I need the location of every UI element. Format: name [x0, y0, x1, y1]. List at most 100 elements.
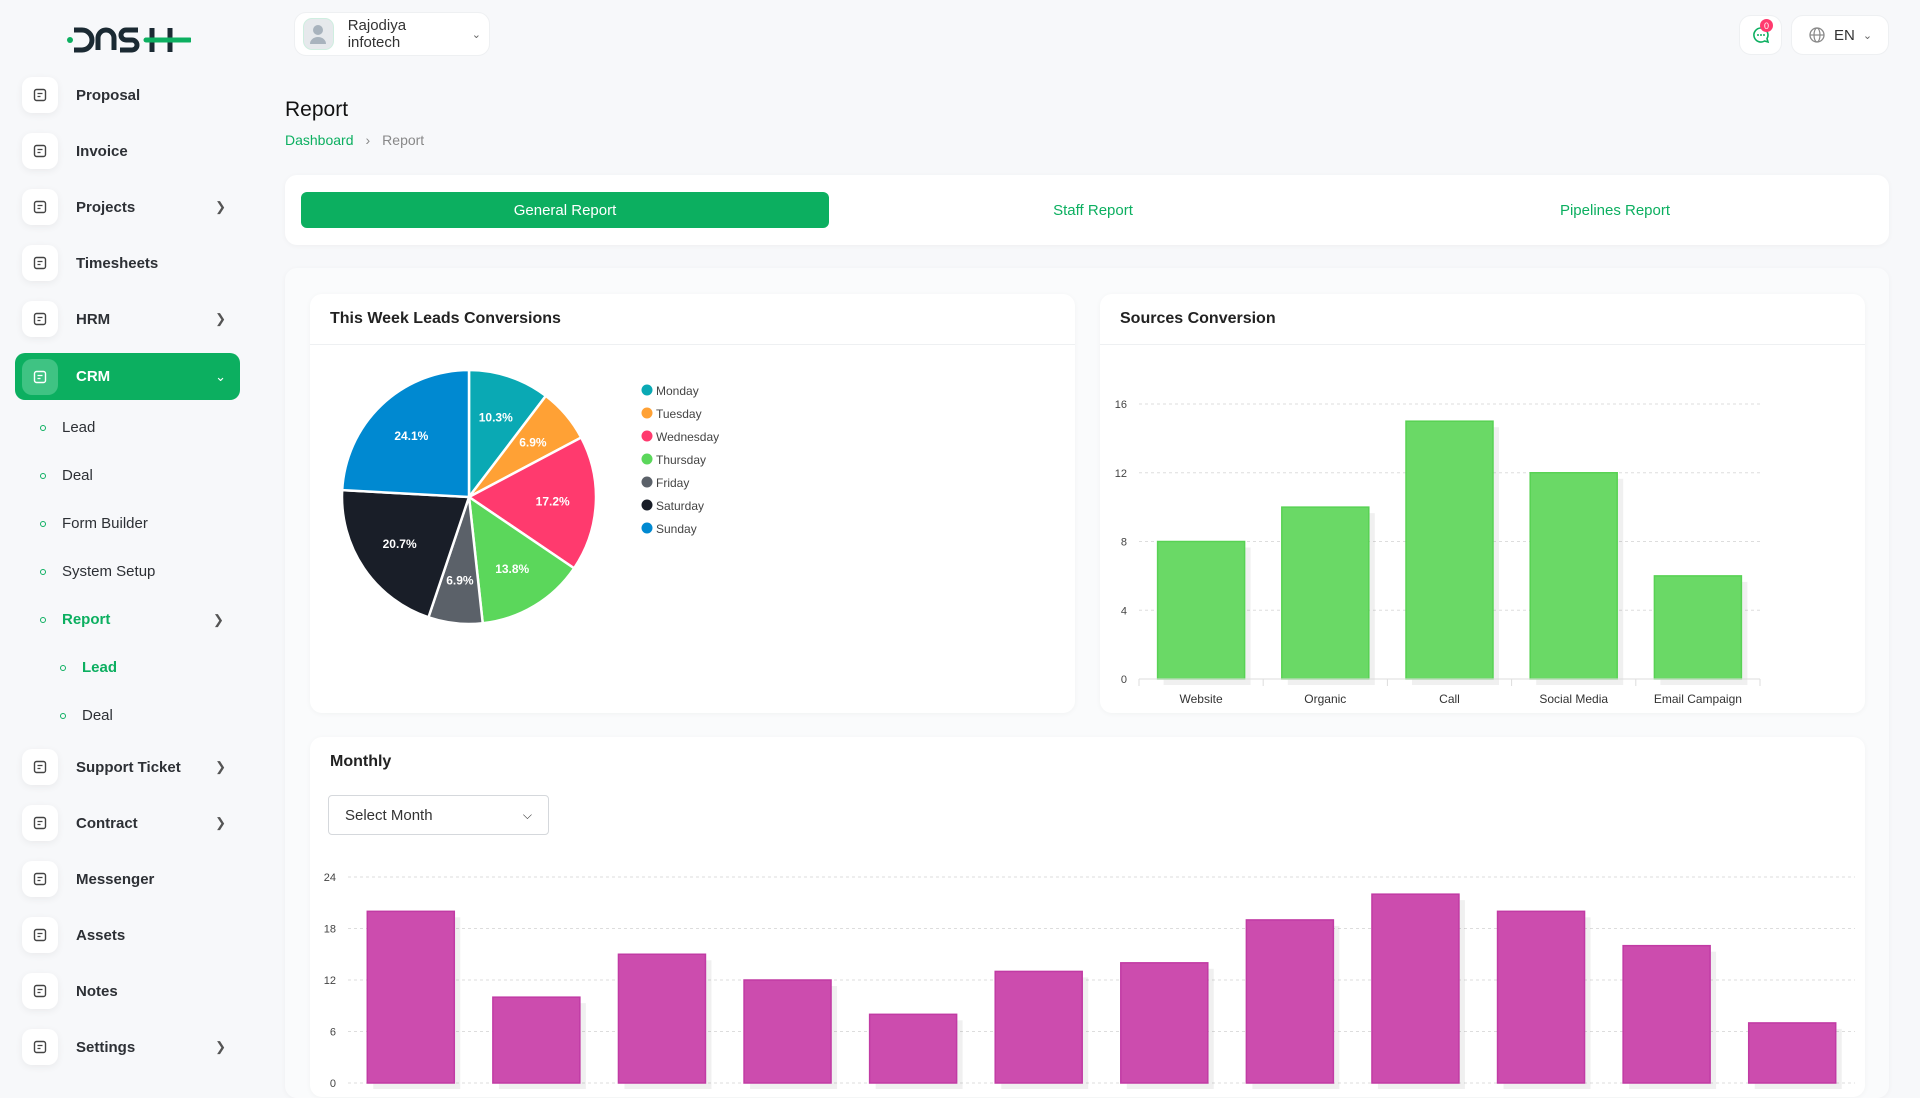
- projects-icon: [22, 189, 58, 225]
- sidebar-item-messenger[interactable]: Messenger: [22, 857, 240, 901]
- tab-general-report[interactable]: General Report: [301, 192, 829, 228]
- page-title: Report: [285, 98, 349, 121]
- y-tick-label: 16: [1115, 399, 1127, 411]
- breadcrumb: Dashboard › Report: [285, 132, 424, 148]
- sidebar-item-proposal[interactable]: Proposal: [22, 73, 240, 117]
- sidebar-sub-label: Lead: [82, 659, 118, 676]
- tab-pipelines-report[interactable]: Pipelines Report: [1559, 201, 1671, 219]
- sidebar-item-label: Messenger: [76, 870, 155, 888]
- bar: [1622, 944, 1711, 1084]
- pie-label: 20.7%: [383, 537, 417, 551]
- x-tick-label: Organic: [1304, 692, 1346, 706]
- bullet-icon: [40, 568, 46, 575]
- breadcrumb-current: Report: [382, 132, 425, 148]
- chevron-down-icon: ⌄: [215, 368, 226, 384]
- chevron-right-icon: ❯: [213, 612, 224, 627]
- sidebar-item-invoice[interactable]: Invoice: [22, 129, 240, 173]
- sidebar-report-lead[interactable]: Lead: [60, 659, 117, 676]
- chevron-down-icon: ⌄: [1862, 29, 1873, 42]
- legend-marker: [641, 522, 653, 534]
- chevron-right-icon: ❯: [215, 815, 226, 830]
- sidebar-sub-lead[interactable]: Lead: [40, 419, 95, 436]
- sidebar-sub-form-builder[interactable]: Form Builder: [40, 515, 148, 532]
- chevron-right-icon: ❯: [215, 199, 226, 214]
- sidebar-item-label: Notes: [76, 982, 118, 1000]
- bar: [1747, 1022, 1837, 1084]
- breadcrumb-separator: ›: [365, 132, 371, 148]
- breadcrumb-dashboard[interactable]: Dashboard: [285, 132, 354, 148]
- chevron-right-icon: ❯: [215, 311, 226, 326]
- divider: [1100, 344, 1865, 345]
- legend-marker: [641, 430, 653, 442]
- sidebar-sub-label: Form Builder: [62, 515, 148, 532]
- globe-icon: [1809, 27, 1825, 43]
- sidebar-item-settings[interactable]: Settings ❯: [22, 1025, 240, 1069]
- sidebar-item-label: HRM: [76, 310, 111, 328]
- contract-icon: [22, 805, 58, 841]
- bar: [743, 979, 832, 1084]
- y-tick-label: 8: [1121, 537, 1127, 549]
- sidebar-item-timesheets[interactable]: Timesheets: [22, 241, 240, 285]
- monthly-card: Monthly Select Month ⌵ 0 6 12 18 24: [310, 737, 1865, 1097]
- legend-label: Wednesday: [656, 430, 719, 444]
- sidebar-item-projects[interactable]: Projects ❯: [22, 185, 240, 229]
- chevron-right-icon: ❯: [215, 759, 226, 774]
- company-switcher[interactable]: Rajodiya infotech ⌄: [294, 12, 490, 56]
- pie-label: 24.1%: [394, 429, 428, 443]
- sidebar-item-label: Timesheets: [76, 254, 159, 272]
- x-tick-label: Social Media: [1539, 692, 1608, 706]
- sidebar-item-support-ticket[interactable]: Support Ticket ❯: [22, 745, 240, 789]
- x-tick-label: Call: [1439, 692, 1460, 706]
- notes-icon: [22, 973, 58, 1009]
- pie-label: 6.9%: [519, 436, 547, 450]
- sources-card: Sources Conversion 0 4 8 12 16 Website Organic…: [1100, 294, 1865, 713]
- sidebar-sub-label: Deal: [82, 707, 113, 724]
- chevron-down-icon: ⌵: [522, 807, 532, 822]
- sidebar-item-assets[interactable]: Assets: [22, 913, 240, 957]
- bar: [617, 953, 707, 1084]
- bar: [1405, 420, 1494, 680]
- bar: [1653, 575, 1743, 680]
- pie-card: This Week Leads Conversions 10.3% 6.9% 17.…: [310, 294, 1075, 713]
- sidebar-sub-label: Report: [62, 611, 111, 628]
- legend-label: Saturday: [656, 499, 704, 513]
- pie-slice-wednesday: [466, 435, 598, 571]
- month-select[interactable]: Select Month ⌵: [328, 795, 549, 835]
- month-select-value: Select Month: [345, 806, 433, 824]
- sidebar-sub-report[interactable]: Report: [40, 611, 110, 628]
- sidebar-item-hrm[interactable]: HRM ❯: [22, 297, 240, 341]
- messages-button[interactable]: 0: [1739, 15, 1782, 55]
- sidebar-item-contract[interactable]: Contract ❯: [22, 801, 240, 845]
- bar: [1156, 540, 1246, 680]
- bar: [868, 1013, 958, 1084]
- legend-label: Thursday: [656, 453, 706, 467]
- messenger-icon: [22, 861, 58, 897]
- y-tick-label: 4: [1121, 605, 1127, 617]
- sidebar-report-deal[interactable]: Deal: [60, 707, 113, 724]
- language-selector[interactable]: EN ⌄: [1791, 15, 1889, 55]
- chevron-down-icon: ⌄: [471, 28, 481, 41]
- sidebar-item-crm[interactable]: CRM ⌄: [15, 353, 240, 400]
- legend-marker: [641, 453, 653, 465]
- bar: [492, 996, 581, 1084]
- legend-label: Friday: [656, 476, 689, 490]
- sidebar-sub-system-setup[interactable]: System Setup: [40, 563, 155, 580]
- bar: [994, 970, 1083, 1084]
- bullet-icon: [40, 472, 46, 479]
- report-tabs: General Report Staff Report Pipelines Re…: [285, 175, 1889, 245]
- y-tick-label: 0: [1121, 674, 1127, 686]
- legend-marker: [641, 499, 653, 511]
- invoice-icon: [22, 133, 58, 169]
- hrm-icon: [22, 301, 58, 337]
- sidebar-sub-deal[interactable]: Deal: [40, 467, 93, 484]
- divider: [310, 344, 1075, 345]
- dash-logo: [67, 27, 191, 53]
- pie-label: 10.3%: [479, 411, 513, 425]
- tab-staff-report[interactable]: Staff Report: [1053, 201, 1133, 219]
- sidebar-item-label: Support Ticket: [76, 758, 181, 776]
- x-tick-label: Email Campaign: [1654, 692, 1742, 706]
- bar: [366, 910, 456, 1084]
- sidebar-item-notes[interactable]: Notes: [22, 969, 240, 1013]
- sidebar-sub-label: Deal: [62, 467, 93, 484]
- x-tick-label: Website: [1180, 692, 1223, 706]
